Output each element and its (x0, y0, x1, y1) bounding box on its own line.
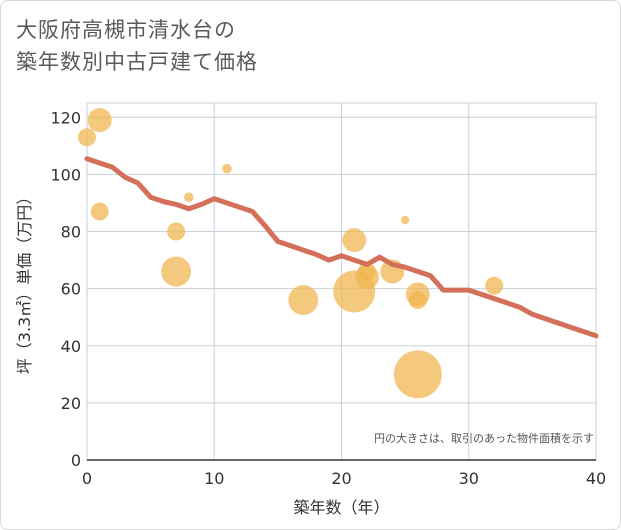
bubble-point (161, 256, 192, 287)
y-tick-label: 80 (61, 223, 81, 242)
x-tick-label: 10 (204, 469, 224, 488)
trend-line (84, 156, 599, 339)
bubble-point (357, 262, 376, 281)
x-tick-label: 20 (331, 469, 351, 488)
y-tick-label: 40 (61, 337, 81, 356)
x-axis-label: 築年数（年） (293, 498, 389, 517)
chart-title-line-2: 築年数別中古戸建て価格 (16, 50, 258, 74)
bubble-point (167, 222, 186, 241)
y-tick-label: 100 (50, 165, 81, 184)
bubble-point (408, 291, 427, 310)
bubble-point (485, 276, 504, 295)
y-tick-label: 120 (50, 108, 81, 127)
y-axis-label: 坪（3.3㎡）単価（万円） (15, 189, 34, 374)
x-tick-label: 30 (459, 469, 479, 488)
bubble-point (393, 350, 442, 399)
axes: 0 10 20 30 40 0 20 40 60 80 100 120 (50, 108, 606, 488)
x-tick-label: 40 (586, 469, 606, 488)
bubble-layer (78, 108, 504, 399)
bubble-point (342, 228, 367, 253)
y-tick-label: 60 (61, 280, 81, 299)
bubble-point (87, 108, 112, 133)
x-tick-label: 0 (82, 469, 92, 488)
y-tick-label: 20 (61, 394, 81, 413)
y-tick-label: 0 (71, 451, 81, 470)
size-annotation: 円の大きさは、取引のあった物件面積を示す (374, 431, 594, 445)
bubble-point (90, 202, 109, 221)
bubble-point (288, 285, 319, 316)
bubble-point (184, 192, 194, 203)
chart-title-line-1: 大阪府高槻市清水台の (16, 18, 236, 42)
bubble-point (78, 128, 96, 147)
chart-title: 大阪府高槻市清水台の 築年数別中古戸建て価格 (16, 14, 258, 78)
bubble-point (400, 215, 410, 225)
bubble-point (222, 163, 232, 174)
